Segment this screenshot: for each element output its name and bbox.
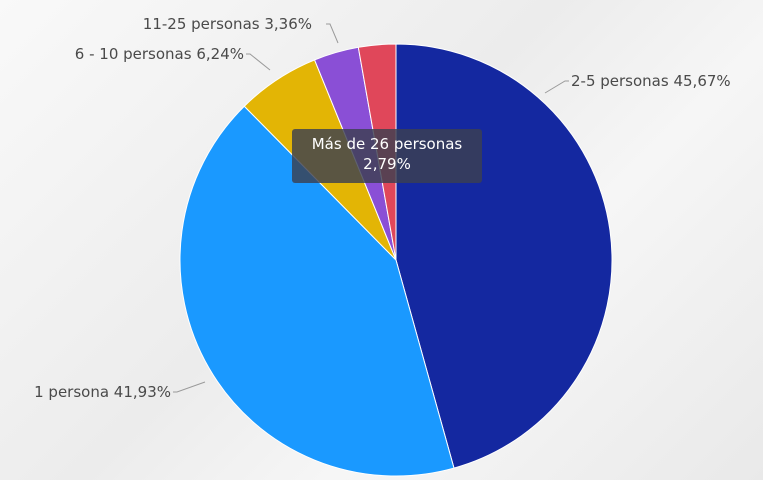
slice-label-4: 11-25 personas 3,36% [143, 15, 312, 33]
slice-label-1: 2-5 personas 45,67% [571, 72, 731, 90]
tooltip: Más de 26 personas 2,79% [292, 129, 482, 183]
leader-line-3 [246, 53, 271, 71]
tooltip-value: 2,79% [363, 155, 411, 173]
leader-line-4 [326, 23, 339, 44]
leader-line-2 [173, 381, 206, 393]
tooltip-category: Más de 26 personas [311, 135, 463, 153]
slice-label-2: 1 persona 41,93% [34, 383, 171, 401]
leader-line-1 [544, 80, 569, 94]
pie-slice-2[interactable] [179, 105, 455, 477]
slice-label-3: 6 - 10 personas 6,24% [75, 45, 244, 63]
